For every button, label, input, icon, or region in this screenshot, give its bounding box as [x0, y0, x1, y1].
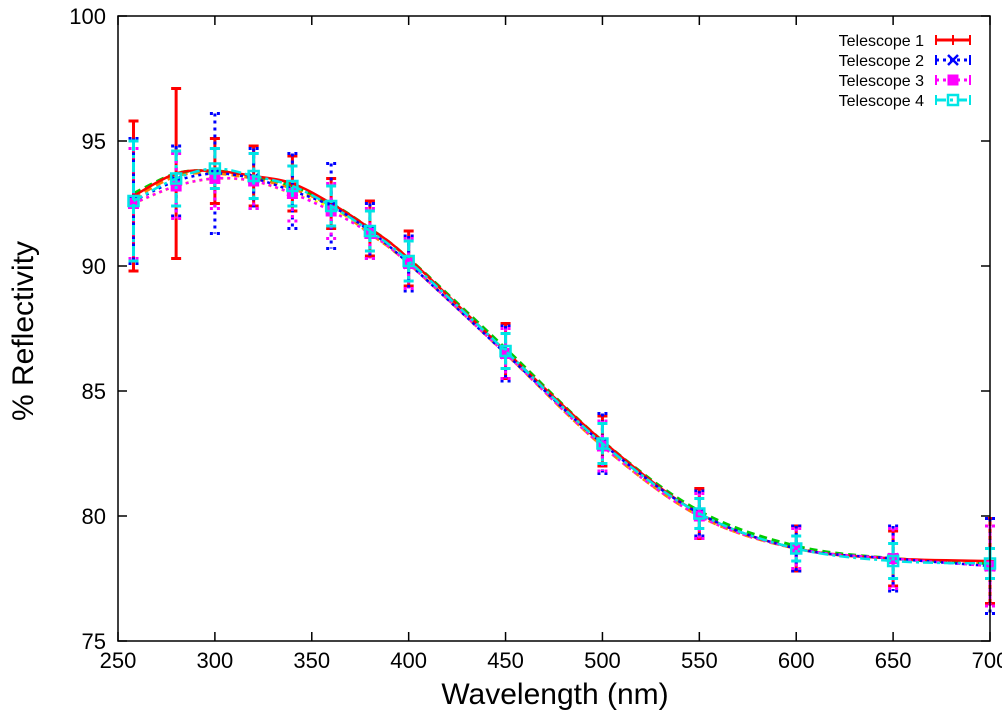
fit-curve-1	[132, 171, 991, 565]
y-tick-label: 90	[82, 254, 106, 279]
axis-ticks: 250 300 350 400 450 500 550 600 650 700 75 80 85 90 95…	[69, 4, 1002, 673]
y-axis-label: % Reflectivity	[7, 241, 40, 421]
series-line-4	[132, 167, 991, 565]
y-tick-label: 80	[82, 504, 106, 529]
legend-swatch-cap	[935, 35, 971, 45]
legend: Telescope 1 Telescope 2 Telescope 3 Telesco…	[839, 33, 971, 110]
x-tick-label: 450	[487, 648, 524, 673]
legend-label: Telescope 3	[839, 73, 924, 90]
x-axis-label: Wavelength (nm)	[441, 678, 668, 711]
plot-border	[117, 15, 991, 642]
series-3	[128, 147, 996, 608]
error-bar	[888, 542, 899, 580]
legend-marker	[948, 35, 958, 45]
error-bar	[888, 524, 899, 593]
data-point	[363, 224, 377, 238]
y-tick-label: 75	[82, 629, 106, 654]
legend-label: Telescope 2	[839, 53, 924, 70]
legend-swatch-cap	[935, 95, 971, 105]
y-tick-label: 100	[69, 4, 106, 29]
data-point	[596, 437, 609, 450]
error-bar	[694, 497, 705, 530]
data-point	[127, 194, 140, 208]
legend-item-4: Telescope 4	[839, 93, 971, 110]
legend-item-1: Telescope 1	[839, 33, 971, 50]
series-1	[128, 87, 995, 605]
data-point	[402, 254, 415, 268]
plot-frame	[117, 15, 991, 642]
error-bar	[597, 422, 608, 465]
x-tick-label: 250	[100, 648, 137, 673]
y-tick-label: 95	[82, 129, 106, 154]
legend-swatch-cap	[935, 55, 971, 65]
legend-marker	[947, 74, 959, 86]
error-bar	[791, 527, 802, 570]
fit-curves	[132, 169, 991, 565]
error-bar	[403, 239, 414, 283]
legend-marker	[946, 93, 960, 107]
series-line-2	[132, 172, 991, 568]
data-point	[693, 507, 706, 520]
error-bar	[326, 184, 337, 228]
data-point	[886, 554, 900, 568]
fit-curve-3	[132, 169, 991, 565]
x-tick-label: 300	[197, 648, 234, 673]
fit-curve-2	[132, 176, 991, 565]
data-point	[169, 172, 183, 185]
y-tick-label: 85	[82, 379, 106, 404]
x-tick-label: 350	[293, 648, 330, 673]
series-line-1	[132, 169, 991, 563]
series-4	[127, 139, 997, 580]
data-point	[789, 542, 803, 555]
x-tick-label: 600	[778, 648, 815, 673]
error-bar	[248, 152, 259, 200]
error-bar	[209, 147, 220, 190]
data-point	[247, 169, 260, 183]
error-bar	[287, 164, 298, 208]
x-tick-label: 550	[681, 648, 718, 673]
x-tick-label: 650	[875, 648, 912, 673]
x-tick-label: 400	[390, 648, 427, 673]
error-bar	[791, 534, 802, 563]
x-tick-label: 700	[972, 648, 1002, 673]
error-bar	[364, 209, 375, 253]
error-bar	[128, 137, 139, 265]
error-bar	[500, 332, 511, 370]
x-tick-label: 500	[584, 648, 621, 673]
data-point	[324, 199, 338, 213]
data-series	[127, 87, 997, 615]
data-point	[499, 344, 512, 358]
data-point	[286, 179, 299, 193]
legend-swatch-cap	[935, 75, 971, 85]
legend-item-2: Telescope 2	[839, 53, 971, 70]
legend-item-3: Telescope 3	[839, 73, 971, 90]
error-bar	[171, 149, 182, 208]
data-point	[208, 162, 222, 175]
series-2	[127, 112, 996, 615]
legend-marker	[947, 54, 959, 66]
series-line-3	[133, 176, 991, 568]
error-bar	[128, 139, 139, 263]
legend-label: Telescope 1	[839, 33, 924, 50]
error-bar	[209, 112, 220, 235]
legend-label: Telescope 4	[839, 93, 924, 110]
